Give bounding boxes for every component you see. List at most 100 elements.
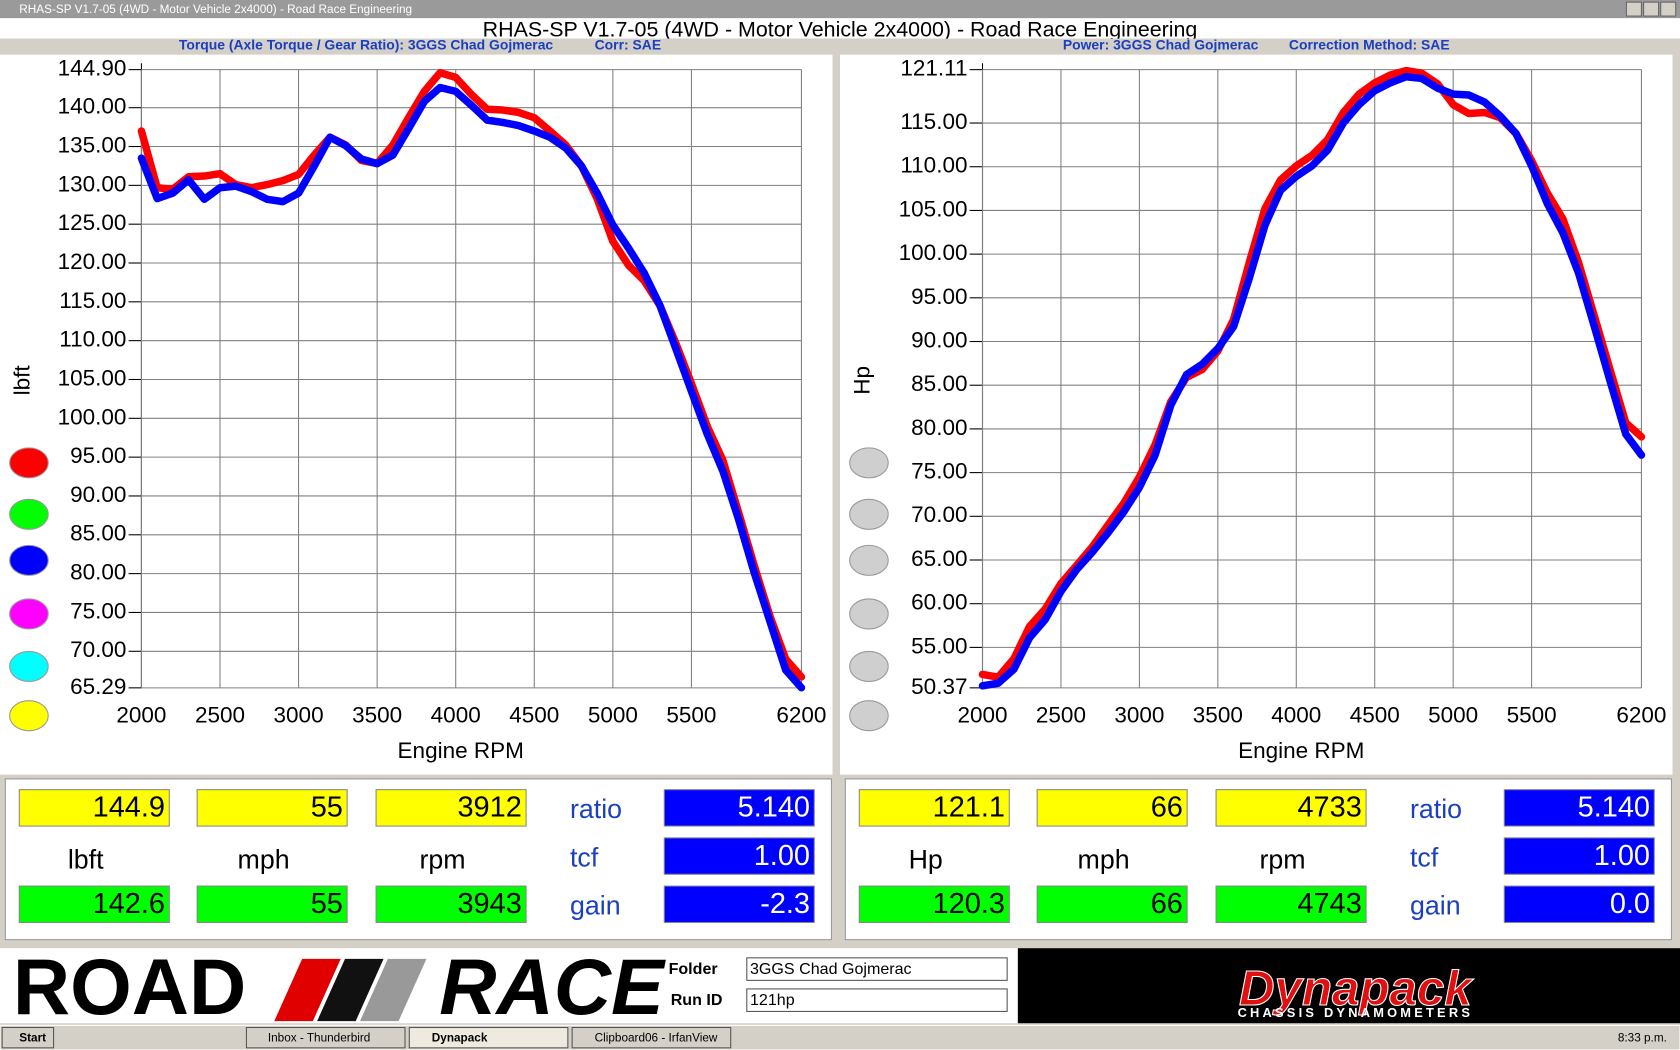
x-tick-label: 5500 — [666, 703, 716, 728]
x-tick-label: 2500 — [195, 703, 245, 728]
y-tick-label: 80.00 — [911, 415, 967, 440]
y-tick-label: 115.00 — [59, 288, 126, 313]
current-value: 4743 — [1297, 888, 1361, 920]
current-value: 3943 — [457, 888, 521, 920]
y-tick-label: 110.00 — [59, 327, 126, 352]
legend-swatch[interactable] — [849, 544, 889, 576]
peak-box — [18, 789, 170, 827]
peak-value: 144.9 — [93, 792, 165, 824]
header — [0, 18, 1680, 39]
peak-value: 55 — [311, 792, 343, 824]
peak-box — [1036, 789, 1188, 827]
param-value: -2.3 — [760, 888, 810, 920]
y-tick-label: 100.00 — [58, 404, 127, 429]
logo-slash — [274, 958, 341, 1022]
unit-label: mph — [1078, 845, 1130, 875]
logo-slash — [317, 958, 384, 1022]
maximize-button[interactable] — [1643, 1, 1660, 17]
data-line — [137, 83, 806, 692]
x-tick-label: 2000 — [116, 703, 166, 728]
x-tick-label: 5000 — [588, 703, 638, 728]
y-tick-label: 50.37 — [911, 674, 967, 699]
current-box — [1215, 885, 1367, 924]
param-label: ratio — [570, 794, 622, 824]
start-label: Start — [19, 1031, 46, 1044]
peak-box — [1215, 789, 1367, 827]
footer-right — [1017, 948, 1680, 1024]
taskbar-item-label: Dynapack — [432, 1031, 488, 1044]
legend-swatch[interactable] — [849, 598, 889, 630]
current-box — [196, 885, 348, 924]
legend-swatch[interactable] — [849, 498, 889, 530]
x-tick-label: 5500 — [1507, 703, 1557, 728]
current-value: 55 — [311, 888, 343, 920]
y-tick-label: 130.00 — [58, 171, 127, 196]
folder-value: 3GGS Chad Gojmerac — [750, 960, 912, 978]
param-label: ratio — [1410, 794, 1462, 824]
minimize-button[interactable] — [1625, 1, 1642, 17]
taskbar-item[interactable] — [408, 1026, 569, 1049]
x-tick-label: 4500 — [1350, 703, 1400, 728]
header-title: RHAS-SP V1.7-05 (4WD - Motor Vehicle 2x4… — [483, 18, 1198, 42]
x-tick-label: 6200 — [1616, 703, 1666, 728]
peak-box — [375, 789, 527, 827]
param-value: 5.140 — [1578, 792, 1650, 824]
run-field[interactable] — [746, 988, 1008, 1012]
x-tick-label: 3500 — [1193, 703, 1243, 728]
legend-swatch[interactable] — [9, 650, 49, 682]
y-tick-label: 75.00 — [70, 598, 126, 623]
logo-slash — [360, 958, 427, 1022]
legend-swatch[interactable] — [849, 700, 889, 732]
legend-swatch[interactable] — [9, 498, 49, 530]
x-tick-label: 3500 — [352, 703, 402, 728]
peak-box — [196, 789, 348, 827]
unit-label: lbft — [68, 845, 104, 875]
y-tick-label: 110.00 — [900, 153, 967, 178]
folder-field[interactable] — [746, 957, 1008, 981]
chart-panel — [0, 54, 833, 775]
current-box — [1036, 885, 1188, 924]
legend-swatch[interactable] — [9, 447, 49, 479]
y-tick-label: 80.00 — [70, 560, 126, 585]
start-button[interactable] — [1, 1026, 55, 1049]
taskbar-item[interactable] — [245, 1026, 406, 1049]
y-tick-label: 135.00 — [58, 132, 127, 157]
x-tick-label: 3000 — [1114, 703, 1164, 728]
y-tick-label: 85.00 — [70, 521, 126, 546]
clock: 8:33 p.m. — [1618, 1031, 1667, 1044]
folder-label: Folder — [669, 960, 718, 978]
close-button[interactable] — [1660, 1, 1677, 17]
y-tick-label: 65.29 — [70, 674, 126, 699]
legend-swatch[interactable] — [9, 700, 49, 732]
legend — [9, 447, 889, 732]
legend-swatch[interactable] — [849, 650, 889, 682]
param-box — [1503, 885, 1655, 924]
param-value: 5.140 — [738, 792, 810, 824]
x-axis-label: Engine RPM — [398, 738, 524, 763]
taskbar-item[interactable] — [571, 1026, 732, 1049]
legend-swatch[interactable] — [9, 544, 49, 576]
legend-swatch[interactable] — [849, 447, 889, 479]
unit-label: mph — [238, 845, 290, 875]
unit-label: rpm — [1259, 845, 1305, 875]
logo-text: RACE — [439, 942, 666, 1031]
param-label: gain — [570, 891, 621, 921]
param-box — [1503, 789, 1655, 827]
data-line — [978, 72, 1646, 690]
unit-label: Hp — [909, 845, 943, 875]
y-axis-label: lbft — [10, 365, 35, 396]
y-axis-label: Hp — [850, 366, 875, 395]
y-tick-label: 90.00 — [911, 327, 967, 352]
legend-swatch[interactable] — [9, 598, 49, 630]
y-tick-label: 65.00 — [911, 546, 967, 571]
logo-text: ROAD — [13, 942, 246, 1031]
peak-box — [858, 789, 1010, 827]
y-tick-label: 105.00 — [58, 365, 127, 390]
y-tick-label: 95.00 — [911, 284, 967, 309]
param-box — [663, 885, 815, 924]
chart-subtitle: Power: 3GGS Chad Gojmerac — [1063, 37, 1259, 53]
y-tick-label: 120.00 — [58, 249, 127, 274]
peak-value: 66 — [1151, 792, 1183, 824]
current-value: 142.6 — [93, 888, 165, 920]
peak-value: 121.1 — [933, 792, 1005, 824]
